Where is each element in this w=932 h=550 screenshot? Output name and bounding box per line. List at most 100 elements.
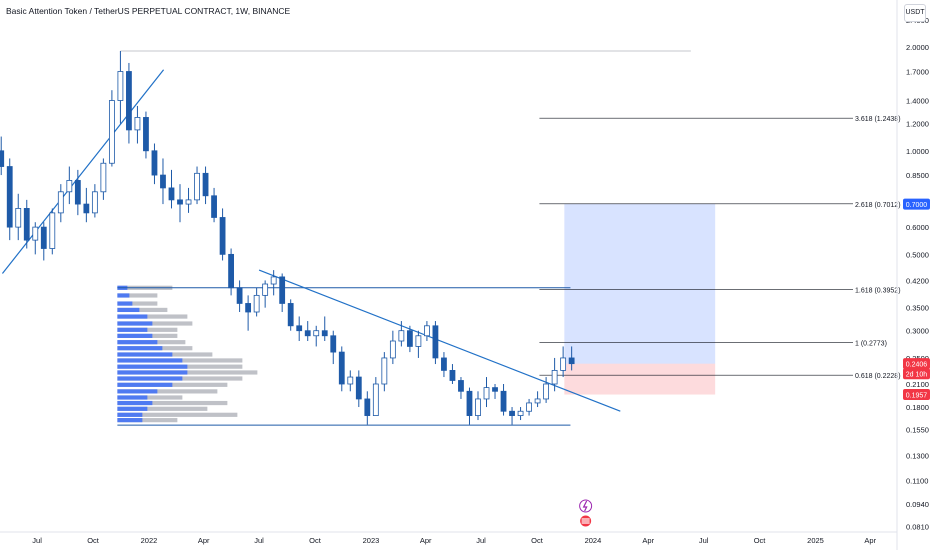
vp-buy-bar (117, 400, 153, 406)
candle-down (279, 276, 286, 304)
price-tick-label: 1.0000 (906, 147, 929, 156)
time-tick-label: 2025 (807, 536, 824, 545)
vp-sell-bar (117, 412, 238, 417)
vp-buy-bar (117, 333, 153, 338)
candle-down (355, 376, 362, 400)
candle-up (262, 283, 269, 296)
time-tick-label: Jul (254, 536, 264, 545)
vp-buy-bar (117, 406, 148, 411)
price-tick-label: 0.3500 (906, 304, 929, 313)
time-tick-label: 2023 (363, 536, 380, 545)
chart-title: Basic Attention Token / TetherUS PERPETU… (6, 6, 291, 16)
candle-down (296, 325, 303, 332)
candle-up (534, 398, 541, 404)
event-markers (579, 499, 593, 528)
candle-down (509, 410, 515, 416)
candle-up (57, 191, 64, 214)
candle-down (245, 303, 252, 313)
candle-down (202, 172, 209, 197)
candle-up (185, 199, 192, 205)
vp-buy-bar (117, 352, 173, 357)
candle-up (194, 172, 200, 201)
candle-up (100, 162, 107, 193)
candle-up (32, 226, 39, 241)
fib-level-label: 3.618 (1.2438) (855, 116, 901, 123)
vp-buy-bar (117, 307, 140, 313)
vp-buy-bar (117, 358, 183, 363)
price-badge (903, 358, 930, 370)
candle-down (449, 370, 456, 381)
vp-buy-bar (117, 321, 153, 326)
price-tick-label: 2.0000 (906, 43, 929, 52)
price-badge (903, 198, 930, 210)
candle-down (211, 195, 217, 218)
candle-down (364, 398, 371, 416)
time-tick-label: Oct (754, 536, 767, 545)
candle-down (151, 150, 158, 176)
price-tick-label: 0.1300 (906, 452, 929, 461)
candle-down (23, 208, 30, 241)
candle-up (381, 357, 388, 385)
candle-down (500, 390, 507, 412)
candle-down (219, 217, 226, 255)
candle-up (526, 402, 532, 412)
price-tick-label: 1.2000 (906, 120, 929, 129)
candle-down (458, 380, 464, 392)
price-tick-label: 0.1550 (906, 425, 929, 434)
candle-up (253, 294, 260, 313)
candle-down (466, 390, 473, 416)
candle-down (143, 117, 149, 152)
position-zones (564, 204, 716, 395)
price-badge (903, 389, 930, 401)
candle-down (287, 303, 294, 327)
vp-buy-bar (117, 418, 143, 423)
candle-up (398, 330, 405, 342)
vp-sell-bar (117, 418, 178, 423)
dividend-event-icon (579, 499, 593, 513)
candle-up (91, 191, 98, 214)
candle-down (177, 199, 183, 205)
candle-down (492, 387, 498, 392)
time-tick-label: Oct (309, 536, 322, 545)
candle-down (321, 330, 328, 337)
vp-sell-bar (117, 301, 158, 306)
candle-up (108, 100, 115, 164)
time-tick-label: Jul (699, 536, 709, 545)
price-tick-label: 0.0940 (906, 500, 929, 509)
vp-buy-bar (117, 340, 158, 345)
candle-down (304, 330, 311, 337)
vp-sell-bar (117, 395, 183, 400)
vp-buy-bar (117, 301, 133, 306)
candle-down (432, 325, 439, 359)
vp-buy-bar (117, 314, 148, 319)
vp-buy-bar (117, 376, 183, 381)
candle-up (347, 376, 354, 385)
stop-zone (564, 363, 716, 395)
candle-down (568, 357, 575, 365)
fib-level-label: 1.618 (0.3952) (855, 288, 901, 295)
candle-down (338, 351, 345, 385)
flag-stripes (581, 518, 590, 524)
descending-trendline (258, 269, 621, 412)
time-tick-label: 2024 (585, 536, 602, 545)
time-axis[interactable]: Jul Oct 2022 Apr Jul Oct 2023 Apr Jul Oct 2024 Apr J… (32, 536, 876, 545)
vp-buy-bar (117, 327, 148, 332)
candle-up (517, 410, 524, 416)
price-badges: 0.7000 0.2406 2d 10h 0.1957 (903, 198, 930, 401)
time-tick-label: Apr (642, 536, 654, 545)
time-tick-label: Jul (476, 536, 486, 545)
vp-buy-bar (117, 293, 130, 298)
price-tick-label: 0.0810 (906, 522, 929, 531)
price-tick-label: 0.5000 (906, 250, 929, 259)
price-tick-label: 0.1100 (906, 477, 928, 486)
candle-down (40, 226, 47, 249)
fib-level-label: 0.618 (0.2228) (855, 373, 901, 380)
time-tick-label: Oct (87, 536, 100, 545)
time-tick-label: Jul (32, 536, 42, 545)
candles (0, 50, 575, 425)
candle-up (313, 330, 320, 337)
vp-sell-bar (117, 293, 158, 298)
currency-unit-button[interactable]: USDT (904, 4, 926, 22)
